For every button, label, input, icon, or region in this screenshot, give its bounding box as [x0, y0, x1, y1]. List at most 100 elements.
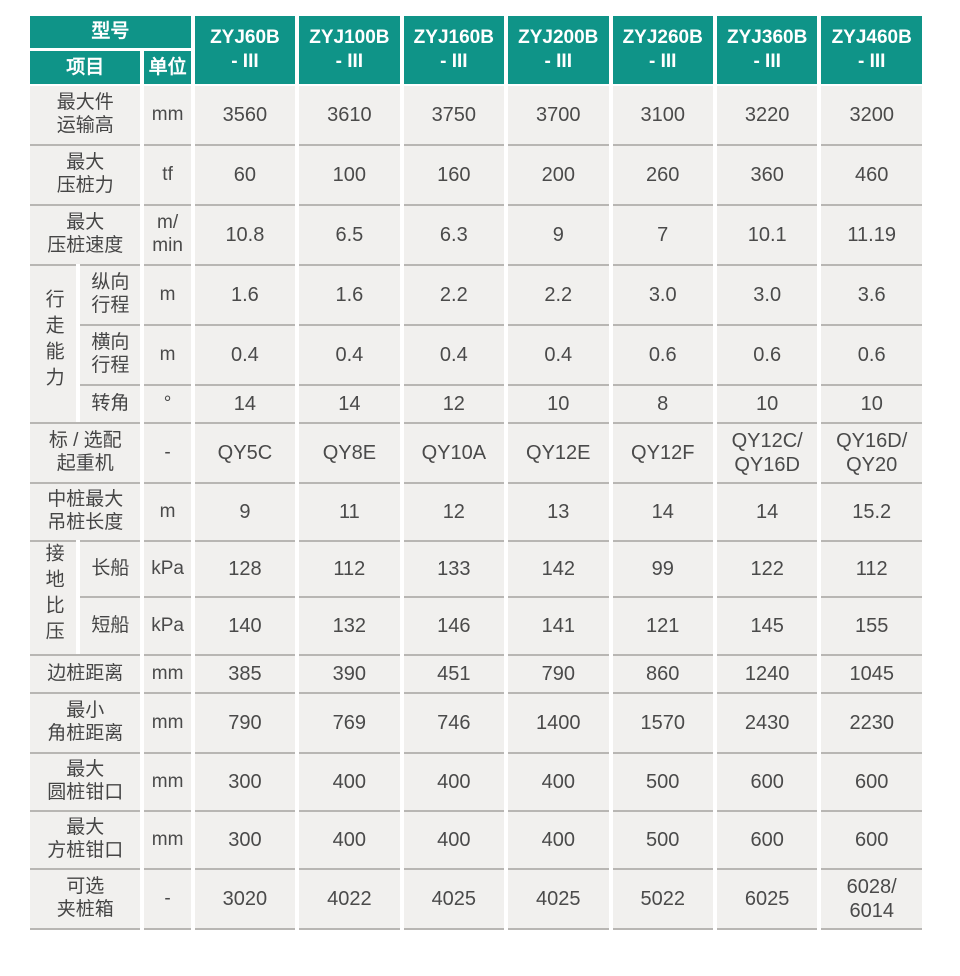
row-label: 最大件 运输高 — [30, 86, 141, 144]
cell-value: 2.2 — [403, 264, 505, 324]
cell-value: 0.6 — [821, 324, 922, 384]
cell-value: 1045 — [821, 654, 922, 692]
row-label: 标 / 选配 起重机 — [30, 422, 141, 482]
cell-value: 6.5 — [299, 204, 400, 264]
cell-value: 142 — [508, 540, 609, 596]
cell-value: 260 — [612, 144, 713, 204]
row-unit: kPa — [144, 540, 191, 596]
cell-value: 500 — [612, 752, 713, 810]
cell-value: 160 — [403, 144, 505, 204]
cell-value: 790 — [194, 692, 296, 752]
cell-value: 3700 — [508, 86, 609, 144]
table-row: 短船 kPa 140 132 146 141 121 145 155 — [30, 596, 922, 654]
cell-value: 133 — [403, 540, 505, 596]
row-unit: m — [144, 324, 191, 384]
cell-value: 400 — [403, 810, 505, 868]
cell-value: 460 — [821, 144, 922, 204]
cell-value: 3020 — [194, 868, 296, 930]
cell-value: 14 — [299, 384, 400, 422]
cell-value: 3.0 — [716, 264, 818, 324]
row-label: 最大 方桩钳口 — [30, 810, 141, 868]
cell-value: 2430 — [716, 692, 818, 752]
cell-value: 15.2 — [821, 482, 922, 540]
cell-value: 8 — [612, 384, 713, 422]
cell-value: 122 — [716, 540, 818, 596]
column-header-zyj360b: ZYJ360B - III — [716, 16, 818, 86]
cell-value: 9 — [194, 482, 296, 540]
cell-value: 3610 — [299, 86, 400, 144]
cell-value: 60 — [194, 144, 296, 204]
cell-value: QY12F — [612, 422, 713, 482]
cell-value: 146 — [403, 596, 505, 654]
row-group-label-walking: 行走能力 — [30, 264, 77, 422]
row-label: 长船 — [80, 540, 141, 596]
cell-value: 400 — [299, 810, 400, 868]
cell-value: QY5C — [194, 422, 296, 482]
column-header-zyj160b: ZYJ160B - III — [403, 16, 505, 86]
cell-value: 10 — [508, 384, 609, 422]
row-unit: tf — [144, 144, 191, 204]
row-label: 最大 压桩力 — [30, 144, 141, 204]
row-label: 可选 夹桩箱 — [30, 868, 141, 930]
table-row: 最大 方桩钳口 mm 300 400 400 400 500 600 600 — [30, 810, 922, 868]
row-unit: ° — [144, 384, 191, 422]
row-unit: mm — [144, 692, 191, 752]
cell-value: 300 — [194, 810, 296, 868]
row-unit: mm — [144, 810, 191, 868]
table-row: 中桩最大 吊桩长度 m 9 11 12 13 14 14 15.2 — [30, 482, 922, 540]
row-unit: mm — [144, 654, 191, 692]
cell-value: 4022 — [299, 868, 400, 930]
cell-value: 1.6 — [299, 264, 400, 324]
cell-value: 7 — [612, 204, 713, 264]
cell-value: 132 — [299, 596, 400, 654]
cell-value: 385 — [194, 654, 296, 692]
cell-value: 600 — [821, 752, 922, 810]
cell-value: 10.8 — [194, 204, 296, 264]
cell-value: 400 — [508, 810, 609, 868]
column-header-zyj100b: ZYJ100B - III — [299, 16, 400, 86]
cell-value: 3750 — [403, 86, 505, 144]
cell-value: 0.4 — [194, 324, 296, 384]
cell-value: 1400 — [508, 692, 609, 752]
cell-value: 390 — [299, 654, 400, 692]
row-label: 最大 圆桩钳口 — [30, 752, 141, 810]
table-row: 最小 角桩距离 mm 790 769 746 1400 1570 2430 22… — [30, 692, 922, 752]
table-row: 可选 夹桩箱 - 3020 4022 4025 4025 5022 6025 6… — [30, 868, 922, 930]
cell-value: 3.6 — [821, 264, 922, 324]
cell-value: 12 — [403, 384, 505, 422]
row-group-label-ground-pressure: 接地比压 — [30, 540, 77, 654]
cell-value: 2.2 — [508, 264, 609, 324]
cell-value: 112 — [821, 540, 922, 596]
cell-value: 0.4 — [508, 324, 609, 384]
cell-value: 860 — [612, 654, 713, 692]
cell-value: 112 — [299, 540, 400, 596]
cell-value: 500 — [612, 810, 713, 868]
cell-value: 4025 — [508, 868, 609, 930]
header-unit-label: 单位 — [144, 51, 191, 86]
cell-value: 0.6 — [612, 324, 713, 384]
cell-value: 11 — [299, 482, 400, 540]
table-row: 最大 压桩速度 m/ min 10.8 6.5 6.3 9 7 10.1 11.… — [30, 204, 922, 264]
row-unit: - — [144, 422, 191, 482]
cell-value: 6.3 — [403, 204, 505, 264]
cell-value: 3560 — [194, 86, 296, 144]
row-unit: m/ min — [144, 204, 191, 264]
cell-value: 13 — [508, 482, 609, 540]
cell-value: 3220 — [716, 86, 818, 144]
cell-value: 99 — [612, 540, 713, 596]
table-row: 横向 行程 m 0.4 0.4 0.4 0.4 0.6 0.6 0.6 — [30, 324, 922, 384]
cell-value: 140 — [194, 596, 296, 654]
cell-value: QY12C/ QY16D — [716, 422, 818, 482]
cell-value: 1570 — [612, 692, 713, 752]
row-unit: m — [144, 482, 191, 540]
cell-value: 100 — [299, 144, 400, 204]
cell-value: 3200 — [821, 86, 922, 144]
cell-value: 360 — [716, 144, 818, 204]
cell-value: 11.19 — [821, 204, 922, 264]
cell-value: 141 — [508, 596, 609, 654]
cell-value: 4025 — [403, 868, 505, 930]
cell-value: 145 — [716, 596, 818, 654]
cell-value: 769 — [299, 692, 400, 752]
cell-value: 2230 — [821, 692, 922, 752]
cell-value: 12 — [403, 482, 505, 540]
